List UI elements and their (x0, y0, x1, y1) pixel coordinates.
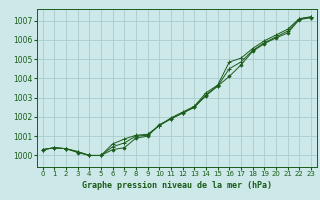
X-axis label: Graphe pression niveau de la mer (hPa): Graphe pression niveau de la mer (hPa) (82, 181, 272, 190)
